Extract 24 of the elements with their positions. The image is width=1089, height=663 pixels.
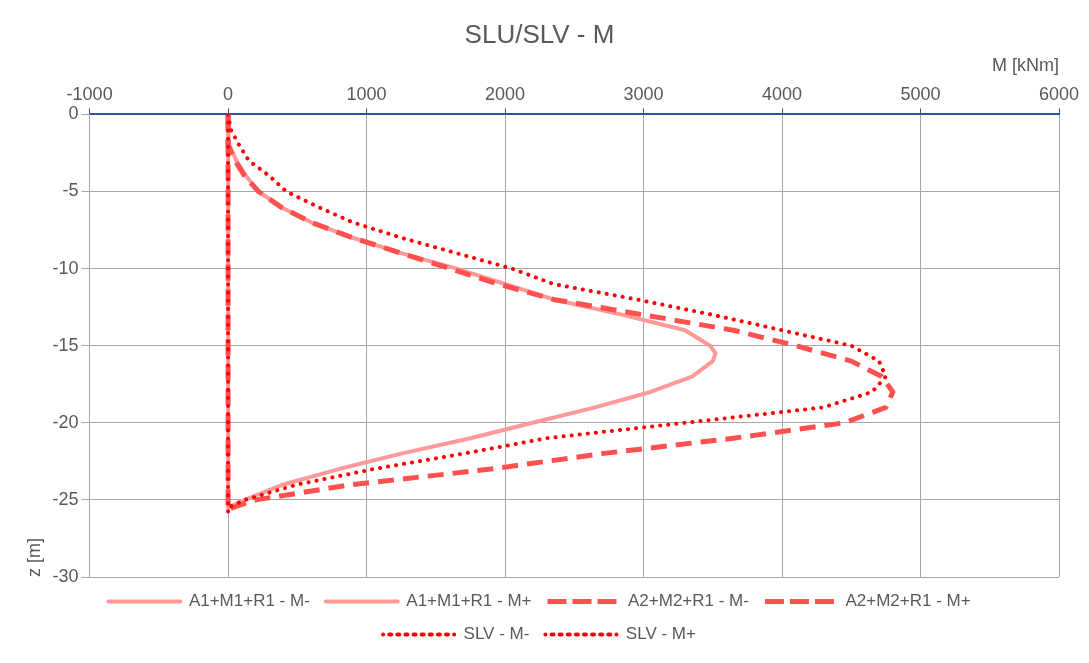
x-tick-label: 6000 (1038, 83, 1080, 104)
legend-label: A2+M2+R1 - M- (628, 591, 749, 611)
y-tick-label: -15 (52, 334, 79, 355)
x-axis-title: M [kNm] (992, 54, 1059, 75)
x-tick-label: 3000 (623, 83, 664, 104)
x-tick-label: 5000 (900, 83, 941, 104)
y-tick-label: -10 (52, 257, 79, 278)
x-tick-label: 4000 (762, 83, 803, 104)
y-tick-label: -25 (52, 488, 79, 509)
y-tick-label: -20 (52, 411, 79, 432)
x-tick-label: 2000 (485, 83, 526, 104)
legend-label: SLV - M+ (625, 624, 697, 644)
legend-label: SLV - M- (463, 624, 530, 644)
legend-label: A2+M2+R1 - M+ (845, 591, 971, 611)
x-tick-label: 1000 (346, 83, 387, 104)
y-tick-label: 0 (68, 103, 79, 124)
chart-title: SLU/SLV - M (464, 18, 615, 49)
y-tick-label: -30 (52, 565, 79, 586)
y-tick-label: -5 (62, 180, 79, 201)
y-axis-title: z [m] (23, 538, 44, 577)
legend-label: A1+M1+R1 - M+ (406, 591, 532, 611)
legend-label: A1+M1+R1 - M- (188, 591, 310, 611)
x-tick-label: 0 (223, 83, 234, 104)
x-tick-label: -1000 (66, 83, 113, 104)
